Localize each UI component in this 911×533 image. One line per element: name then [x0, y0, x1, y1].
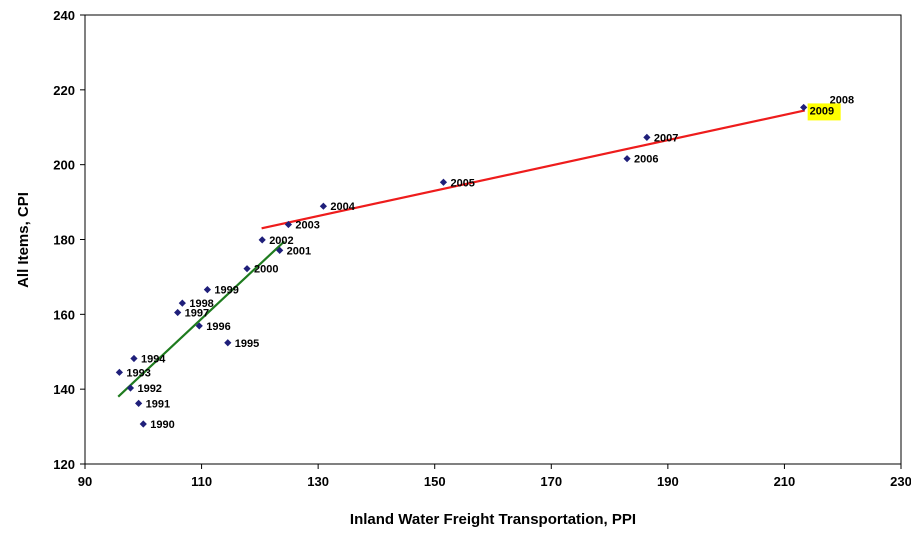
x-tick-label: 90	[78, 474, 92, 489]
y-tick-label: 200	[53, 158, 75, 173]
axis-ticks: 90 110 130 150 170 190 210 23012014016018020022…	[53, 8, 911, 489]
data-point	[258, 236, 266, 244]
point-label: 1990	[150, 419, 174, 431]
point-label: 2007	[654, 132, 678, 144]
point-label: 2005	[450, 177, 474, 189]
data-point	[284, 220, 293, 229]
data-point	[115, 368, 123, 376]
x-axis-title: Inland Water Freight Transportation, PPI	[350, 511, 636, 528]
data-point	[174, 308, 182, 317]
point-label: 1998	[189, 298, 213, 310]
y-tick-label: 140	[53, 382, 75, 397]
data-point	[203, 286, 211, 294]
point-label: 2006	[634, 154, 658, 166]
point-label: 1997	[185, 307, 209, 319]
point-label: 1995	[235, 338, 259, 350]
point-label: 1993	[126, 367, 150, 379]
x-tick-label: 150	[424, 474, 446, 489]
point-label: 1992	[137, 383, 161, 395]
trendline	[117, 240, 286, 398]
point-label: 1991	[146, 398, 170, 410]
x-tick-label: 130	[307, 474, 329, 489]
y-tick-label: 120	[53, 457, 75, 472]
data-point	[139, 420, 147, 428]
data-point	[643, 133, 651, 141]
data-point	[623, 155, 631, 163]
x-tick-label: 190	[657, 474, 679, 489]
x-tick-label: 210	[774, 474, 796, 489]
y-tick-label: 160	[53, 307, 75, 322]
data-points	[115, 103, 808, 428]
data-point	[178, 299, 186, 307]
point-label: 1994	[141, 353, 166, 365]
data-point	[195, 322, 203, 330]
data-point	[130, 354, 138, 363]
point-label: 2002	[269, 235, 293, 247]
data-point	[439, 178, 448, 186]
point-label: 2004	[330, 201, 355, 213]
x-tick-label: 110	[191, 474, 212, 489]
point-label: 2000	[254, 264, 278, 276]
data-point	[135, 399, 143, 407]
y-axis-title: All Items, CPI	[15, 192, 32, 288]
trendline	[261, 109, 806, 230]
data-point	[224, 339, 232, 347]
data-point	[243, 265, 251, 273]
point-labels: 1990 1991 1992 1993 1994 1995 1996 199719981999…	[126, 94, 854, 431]
highlight-box	[807, 103, 841, 121]
plot-border	[84, 14, 902, 465]
y-tick-label: 240	[53, 8, 75, 23]
trendlines	[117, 109, 806, 398]
data-point	[800, 103, 808, 112]
plot-area	[84, 14, 902, 465]
y-tick-label: 220	[53, 83, 75, 98]
x-tick-label: 170	[540, 474, 562, 489]
data-point	[319, 202, 327, 210]
point-label: 2009	[810, 105, 834, 117]
point-label: 2003	[295, 220, 319, 232]
data-point	[276, 246, 284, 254]
y-tick-label: 180	[53, 233, 75, 248]
point-label: 2001	[287, 245, 311, 257]
data-point	[126, 384, 135, 392]
point-label: 1999	[214, 285, 238, 297]
point-label: 1996	[206, 321, 230, 333]
x-tick-label: 230	[890, 474, 911, 489]
